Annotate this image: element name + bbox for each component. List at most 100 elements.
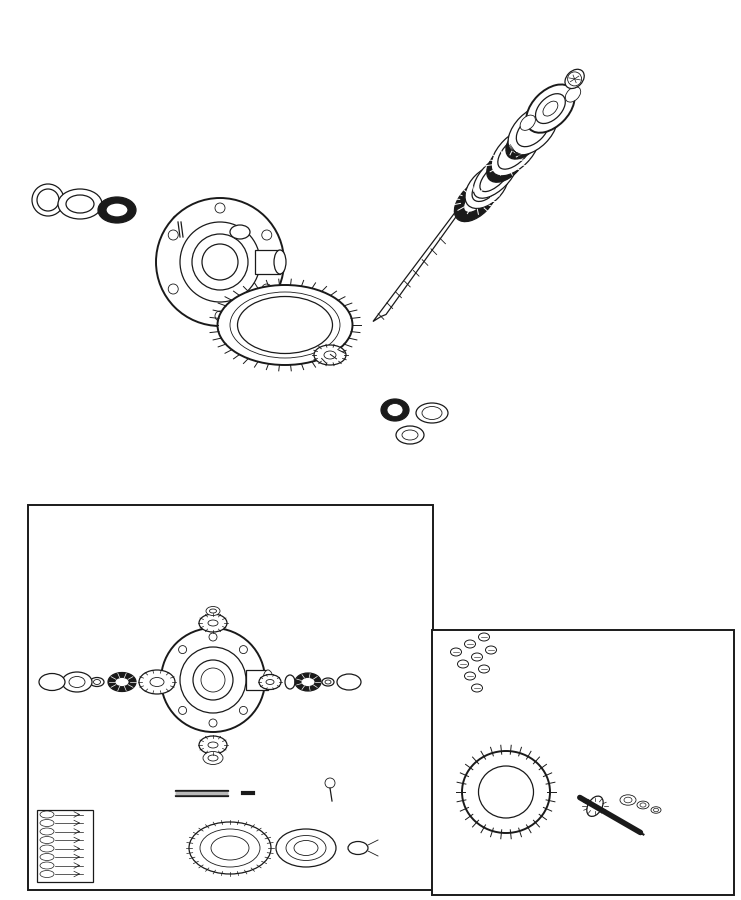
Ellipse shape [286, 835, 326, 860]
Ellipse shape [465, 166, 508, 209]
Ellipse shape [230, 225, 250, 239]
Circle shape [193, 660, 233, 700]
Circle shape [166, 676, 174, 684]
Ellipse shape [325, 680, 331, 684]
Circle shape [192, 234, 248, 290]
Circle shape [209, 633, 217, 641]
Ellipse shape [487, 143, 526, 182]
Circle shape [239, 645, 247, 653]
Ellipse shape [543, 101, 558, 116]
Circle shape [168, 284, 179, 294]
Ellipse shape [238, 296, 333, 354]
Ellipse shape [150, 678, 164, 687]
Ellipse shape [66, 195, 94, 213]
Circle shape [262, 230, 272, 240]
Ellipse shape [58, 189, 102, 219]
Circle shape [180, 222, 260, 302]
Bar [28, 505, 433, 890]
Circle shape [325, 778, 335, 788]
Ellipse shape [479, 665, 490, 673]
Ellipse shape [565, 69, 584, 88]
Ellipse shape [266, 680, 274, 685]
Ellipse shape [40, 853, 54, 860]
Ellipse shape [40, 870, 54, 878]
Ellipse shape [422, 407, 442, 419]
Polygon shape [373, 194, 472, 321]
Ellipse shape [396, 426, 424, 444]
Ellipse shape [295, 673, 321, 691]
Ellipse shape [203, 752, 223, 764]
Ellipse shape [516, 113, 549, 147]
Ellipse shape [314, 345, 346, 365]
Ellipse shape [200, 829, 260, 867]
Ellipse shape [402, 430, 418, 440]
Ellipse shape [208, 620, 218, 626]
Ellipse shape [285, 675, 295, 689]
Ellipse shape [485, 646, 496, 654]
Ellipse shape [210, 609, 216, 613]
Ellipse shape [508, 105, 557, 155]
Ellipse shape [211, 836, 249, 860]
Ellipse shape [462, 751, 550, 833]
Ellipse shape [565, 86, 581, 102]
Ellipse shape [106, 203, 128, 217]
Ellipse shape [472, 172, 501, 202]
Circle shape [215, 311, 225, 321]
Ellipse shape [173, 215, 183, 222]
Ellipse shape [40, 820, 54, 826]
Circle shape [201, 668, 225, 692]
Ellipse shape [259, 674, 281, 689]
Bar [175, 790, 228, 796]
Circle shape [252, 676, 260, 684]
Ellipse shape [263, 670, 273, 690]
Circle shape [179, 706, 187, 715]
Ellipse shape [348, 842, 368, 854]
Ellipse shape [624, 797, 632, 803]
Bar [37, 810, 93, 882]
Circle shape [179, 645, 187, 653]
Bar [246, 670, 268, 690]
Ellipse shape [62, 672, 92, 692]
Ellipse shape [465, 672, 476, 680]
Circle shape [209, 719, 217, 727]
Ellipse shape [587, 796, 603, 816]
Ellipse shape [98, 197, 136, 223]
Ellipse shape [536, 94, 565, 123]
Ellipse shape [651, 806, 661, 814]
Ellipse shape [496, 152, 516, 173]
Ellipse shape [274, 250, 286, 274]
Ellipse shape [454, 179, 496, 221]
Circle shape [168, 230, 179, 240]
Bar [255, 250, 280, 274]
Ellipse shape [40, 811, 54, 818]
Circle shape [215, 203, 225, 213]
Ellipse shape [294, 841, 318, 856]
Ellipse shape [654, 808, 659, 812]
Ellipse shape [90, 678, 104, 687]
Ellipse shape [471, 653, 482, 661]
Ellipse shape [526, 85, 574, 132]
Ellipse shape [39, 673, 65, 690]
Ellipse shape [322, 678, 334, 686]
Ellipse shape [387, 403, 403, 417]
Ellipse shape [40, 845, 54, 852]
Circle shape [180, 647, 246, 713]
Ellipse shape [189, 822, 271, 874]
Ellipse shape [208, 755, 218, 761]
Ellipse shape [40, 862, 54, 869]
Ellipse shape [620, 795, 636, 806]
Circle shape [568, 72, 582, 86]
Ellipse shape [465, 640, 476, 648]
Circle shape [156, 198, 284, 326]
Ellipse shape [640, 803, 646, 807]
Ellipse shape [471, 684, 482, 692]
Circle shape [37, 189, 59, 211]
Ellipse shape [451, 648, 462, 656]
Ellipse shape [381, 399, 409, 421]
Ellipse shape [218, 285, 353, 365]
Ellipse shape [506, 123, 542, 159]
Ellipse shape [464, 188, 488, 212]
Ellipse shape [206, 607, 220, 616]
Ellipse shape [276, 829, 336, 867]
Ellipse shape [479, 633, 490, 641]
